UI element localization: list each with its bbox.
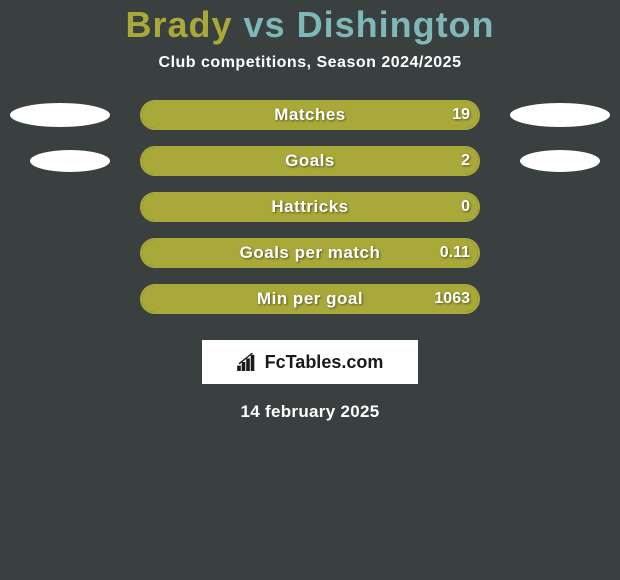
- bar-fill-left: [142, 194, 478, 220]
- stats-rows: Matches19 Goals2 Hattricks0 Goals per match…: [0, 100, 620, 314]
- bar-fill-left: [142, 102, 478, 128]
- vs-text: vs: [244, 4, 286, 45]
- avatar-placeholder: [520, 150, 600, 172]
- stat-row: Matches19: [0, 100, 620, 130]
- avatar-placeholder: [510, 103, 610, 127]
- stat-value-right: 0.11: [440, 238, 470, 268]
- bar-fill-left: [142, 148, 478, 174]
- bar-track: [140, 146, 480, 176]
- player1-name: Brady: [125, 4, 232, 45]
- stat-value-right: 1063: [434, 284, 470, 314]
- avatar-placeholder: [30, 150, 110, 172]
- bar-fill-left: [142, 240, 478, 266]
- player2-name: Dishington: [297, 4, 495, 45]
- stat-row: Min per goal1063: [0, 284, 620, 314]
- bar-track: [140, 192, 480, 222]
- date-text: 14 february 2025: [0, 402, 620, 422]
- stat-value-right: 2: [461, 146, 470, 176]
- bar-fill-left: [142, 286, 478, 312]
- avatar-placeholder: [10, 103, 110, 127]
- subtitle: Club competitions, Season 2024/2025: [0, 54, 620, 72]
- bar-track: [140, 100, 480, 130]
- bar-track: [140, 284, 480, 314]
- stat-row: Hattricks0: [0, 192, 620, 222]
- bars-icon: [237, 353, 259, 371]
- stat-row: Goals per match0.11: [0, 238, 620, 268]
- stat-value-right: 0: [461, 192, 470, 222]
- comparison-card: Brady vs Dishington Club competitions, S…: [0, 0, 620, 422]
- bar-track: [140, 238, 480, 268]
- stat-row: Goals2: [0, 146, 620, 176]
- logo-box[interactable]: FcTables.com: [202, 340, 418, 384]
- stat-value-right: 19: [452, 100, 470, 130]
- logo-text: FcTables.com: [265, 352, 384, 373]
- page-title: Brady vs Dishington: [0, 4, 620, 46]
